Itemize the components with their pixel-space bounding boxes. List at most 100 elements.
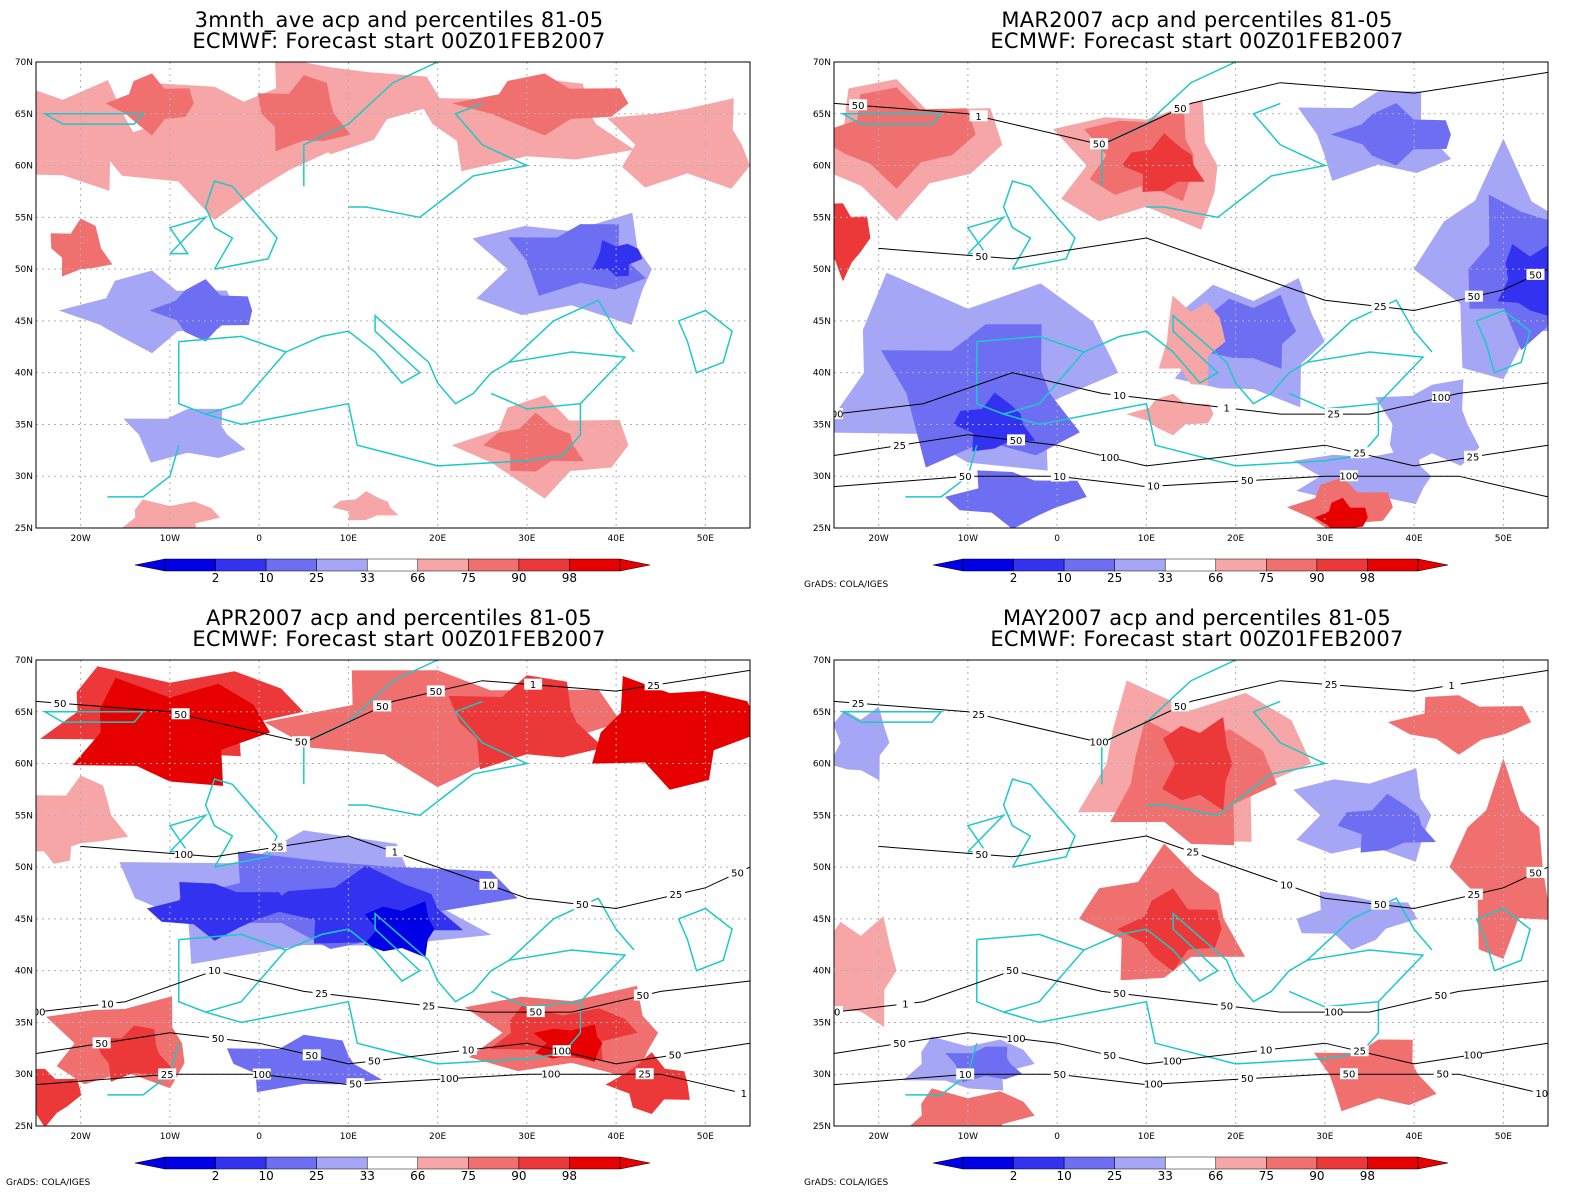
- contour-label-bg: [541, 1068, 560, 1080]
- colorbar-segment: [265, 1156, 317, 1170]
- colorbar-label: 66: [410, 1169, 425, 1183]
- contour-label: 100: [26, 1008, 45, 1019]
- contour-label: 50: [1241, 476, 1254, 487]
- percentile-region-r75: [909, 1088, 1035, 1126]
- colorbar-label: 90: [1309, 571, 1324, 585]
- percentile-region-r75: [834, 87, 976, 189]
- lat-tick-label: 35N: [15, 420, 33, 430]
- contour-label: 50: [1174, 702, 1187, 713]
- colorbar-segment: [1013, 1156, 1065, 1170]
- coastline: [905, 444, 978, 498]
- lat-tick-label: 40N: [15, 967, 33, 977]
- contour-label: 25: [271, 843, 284, 854]
- colorbar-label: 90: [511, 571, 526, 585]
- contour-label-bg: [1322, 678, 1341, 690]
- contour-label-bg: [1324, 1006, 1343, 1018]
- contour-label: 25: [1467, 452, 1480, 463]
- colorbar-arrow-right: [1417, 1156, 1449, 1170]
- colorbar-arrow-left: [932, 558, 964, 572]
- coastline: [285, 314, 627, 410]
- contour-label-bg: [312, 987, 331, 999]
- colorbar-label: 10: [258, 571, 273, 585]
- coastline: [1475, 309, 1531, 374]
- colorbar-segment: [518, 558, 570, 572]
- contour-label-bg: [373, 700, 392, 712]
- contour-label-bg: [666, 888, 685, 900]
- lat-tick-label: 60N: [813, 760, 831, 770]
- colorbar-label: 98: [562, 571, 577, 585]
- contour-label-bg: [302, 1049, 321, 1061]
- contour-label: 50: [1435, 991, 1448, 1002]
- colorbar-segment: [1164, 1156, 1217, 1170]
- contour-label: 10: [1147, 482, 1160, 493]
- colorbar-segment: [1063, 558, 1115, 572]
- coastline: [508, 299, 635, 363]
- contour-label-bg: [1183, 846, 1202, 858]
- coastline: [1002, 778, 1076, 868]
- contour-label-bg: [728, 866, 747, 878]
- contour-label: 100: [1090, 738, 1109, 749]
- coastline: [1146, 700, 1328, 817]
- panel-title: 3mnth_ave acp and percentiles 81-05: [194, 8, 604, 32]
- contour-label-bg: [834, 1006, 843, 1018]
- contour-label-bg: [1171, 700, 1190, 712]
- colorbar-segment: [1063, 1156, 1115, 1170]
- lon-tick-label: 30E: [518, 534, 535, 544]
- contour-label: 10: [1113, 391, 1126, 402]
- contour-label: 50: [1113, 989, 1126, 1000]
- colorbar-segment: [569, 558, 621, 572]
- contour-label-bg: [346, 1078, 365, 1090]
- coastline: [1306, 299, 1433, 363]
- contour-label: 100: [824, 410, 843, 421]
- contour-label: 100: [541, 1070, 560, 1081]
- contour-label-bg: [292, 736, 311, 748]
- contour-label-bg: [635, 1068, 654, 1080]
- coastline: [1475, 907, 1531, 972]
- coastline: [1003, 402, 1380, 467]
- contour-label: 100: [1431, 393, 1450, 404]
- contour-label-bg: [1442, 679, 1461, 691]
- contour-label: 50: [1343, 1070, 1356, 1081]
- coastline: [168, 215, 209, 255]
- lat-tick-label: 25N: [813, 524, 831, 534]
- percentile-region-b25: [149, 279, 253, 342]
- colorbar-label: 25: [309, 1169, 324, 1183]
- colorbar-segment: [366, 1156, 419, 1170]
- contour-label: 100: [252, 1070, 271, 1081]
- contour-label: 100: [1100, 453, 1119, 464]
- colorbar-segment: [316, 558, 368, 572]
- colorbar-segment: [417, 558, 469, 572]
- coastline: [905, 1042, 978, 1096]
- contour-label-bg: [1532, 1087, 1548, 1099]
- contour-label-bg: [1100, 1049, 1119, 1061]
- lat-tick-label: 65N: [15, 110, 33, 120]
- contour-label-bg: [1007, 434, 1026, 446]
- coastline: [303, 62, 438, 187]
- coastline: [178, 933, 288, 1013]
- map-frame: [35, 61, 751, 529]
- contour-label-bg: [956, 470, 975, 482]
- percentile-region-b10: [146, 882, 289, 941]
- contour-label: 50: [731, 868, 744, 879]
- contour-label-bg: [834, 408, 843, 420]
- lon-tick-label: 50E: [697, 1132, 714, 1142]
- percentile-region-r90: [1162, 716, 1233, 811]
- colorbar-arrow-right: [619, 1156, 651, 1170]
- contour-label: 50: [95, 1039, 108, 1050]
- contour-label: 100: [552, 1047, 571, 1058]
- lat-tick-label: 45N: [813, 915, 831, 925]
- lat-tick-label: 65N: [813, 110, 831, 120]
- lon-tick-label: 0: [1054, 534, 1060, 544]
- contour-label: 50: [368, 1056, 381, 1067]
- colorbar-label: 25: [1107, 571, 1122, 585]
- coastline: [840, 113, 943, 125]
- lon-tick-label: 10E: [1138, 1132, 1155, 1142]
- contour-label-bg: [890, 439, 909, 451]
- contour-label-bg: [1526, 268, 1545, 280]
- lat-tick-label: 55N: [813, 213, 831, 223]
- contour-label-bg: [252, 1068, 271, 1080]
- contour-label: 50: [1053, 1070, 1066, 1081]
- lat-tick-label: 45N: [15, 317, 33, 327]
- contour-label: 1: [902, 999, 908, 1010]
- colorbar-segment: [1316, 558, 1368, 572]
